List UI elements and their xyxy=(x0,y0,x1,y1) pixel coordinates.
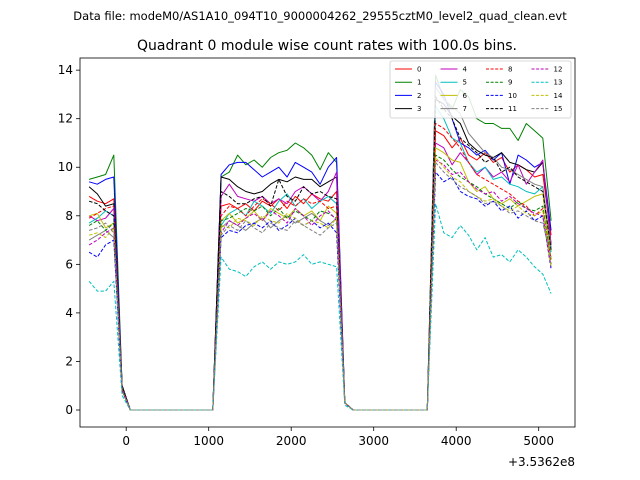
series-line-15 xyxy=(88,161,552,411)
y-tick-label: 10 xyxy=(58,160,73,174)
y-tick-label: 8 xyxy=(65,209,73,223)
legend-label-8: 8 xyxy=(508,66,512,74)
plot-frame xyxy=(79,57,576,428)
legend-label-0: 0 xyxy=(417,66,421,74)
x-tick-label: 2000 xyxy=(276,434,307,448)
x-offset-label: +3.5362e8 xyxy=(508,455,575,469)
legend-label-12: 12 xyxy=(554,66,563,74)
legend-label-11: 11 xyxy=(508,105,517,113)
x-tick-label: 4000 xyxy=(441,434,472,448)
x-tick-label: 3000 xyxy=(358,434,389,448)
legend-label-7: 7 xyxy=(463,105,467,113)
chart-title: Quadrant 0 module wise count rates with … xyxy=(137,38,517,54)
legend-label-1: 1 xyxy=(417,79,421,87)
legend-label-4: 4 xyxy=(463,66,468,74)
legend-label-3: 3 xyxy=(417,105,421,113)
legend-label-13: 13 xyxy=(554,79,563,87)
y-tick-label: 0 xyxy=(65,403,73,417)
y-tick-label: 2 xyxy=(65,354,73,368)
series-layer xyxy=(88,74,552,411)
y-tick-label: 4 xyxy=(65,306,73,320)
x-tick-label: 1000 xyxy=(193,434,224,448)
y-tick-label: 14 xyxy=(58,63,73,77)
series-line-8 xyxy=(88,123,552,411)
y-tick-label: 6 xyxy=(65,257,73,271)
legend-label-2: 2 xyxy=(417,92,421,100)
legend-label-5: 5 xyxy=(463,79,467,87)
y-tick-label: 12 xyxy=(58,112,73,126)
x-tick-label: 0 xyxy=(122,434,130,448)
x-tick-label: 5000 xyxy=(523,434,554,448)
legend-label-6: 6 xyxy=(463,92,468,100)
series-line-13 xyxy=(88,203,552,411)
legend-label-10: 10 xyxy=(508,92,517,100)
legend-box xyxy=(389,60,572,119)
legend-label-14: 14 xyxy=(554,92,563,100)
legend-label-9: 9 xyxy=(508,79,512,87)
legend-label-15: 15 xyxy=(554,105,563,113)
chart-suptitle: Data file: modeM0/AS1A10_094T10_90000042… xyxy=(73,9,567,23)
plot-area xyxy=(80,58,575,427)
